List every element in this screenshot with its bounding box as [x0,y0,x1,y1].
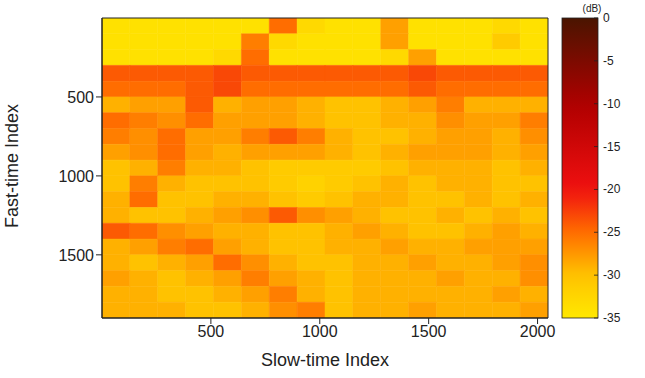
svg-text:-10: -10 [603,97,621,111]
svg-text:-15: -15 [603,140,621,154]
svg-text:(dB): (dB) [583,3,602,14]
svg-text:1000: 1000 [58,168,94,185]
svg-text:-30: -30 [603,268,621,282]
svg-text:Fast-time Index: Fast-time Index [2,104,22,228]
svg-text:Slow-time Index: Slow-time Index [261,350,389,370]
svg-text:-20: -20 [603,182,621,196]
svg-text:500: 500 [198,323,225,340]
svg-text:1000: 1000 [302,323,338,340]
svg-text:1500: 1500 [58,247,94,264]
svg-text:-5: -5 [603,54,614,68]
svg-text:-35: -35 [603,311,621,325]
svg-text:-25: -25 [603,225,621,239]
svg-text:0: 0 [603,11,610,25]
svg-text:2000: 2000 [520,323,556,340]
svg-text:500: 500 [67,89,94,106]
svg-text:1500: 1500 [411,323,447,340]
